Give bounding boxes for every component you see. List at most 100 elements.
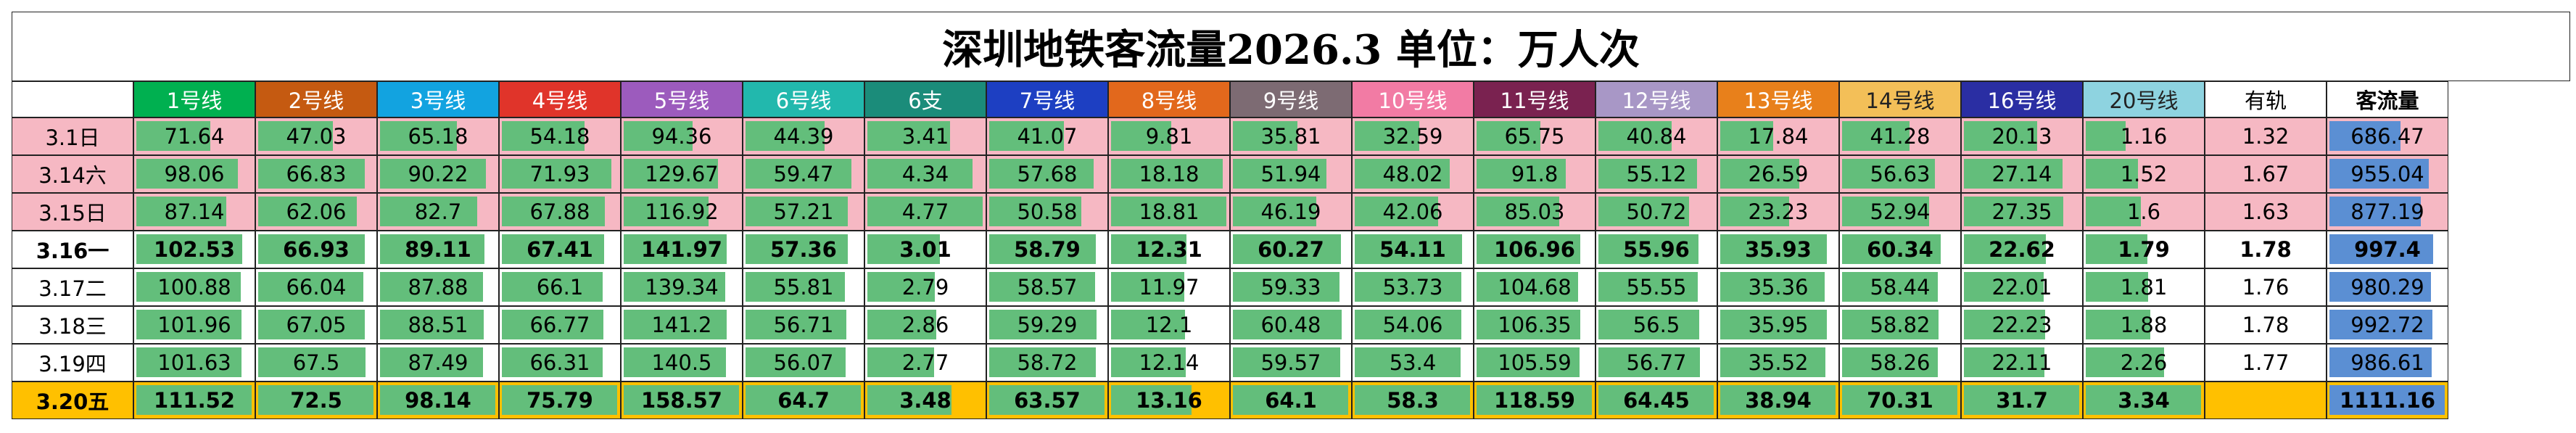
data-cell: 66.1 [499, 268, 621, 306]
cell-value: 3.41 [901, 124, 949, 149]
data-cell: 56.63 [1839, 155, 1961, 193]
data-cell: 13.16 [1108, 382, 1230, 419]
data-cell: 980.29 [2327, 268, 2448, 306]
data-bar [502, 234, 605, 264]
data-cell: 35.93 [1717, 231, 1839, 268]
header-cell [12, 81, 133, 117]
data-cell: 1.81 [2083, 268, 2205, 306]
cell-value: 44.39 [773, 124, 834, 149]
data-bar [1842, 121, 1910, 151]
data-bar [2329, 385, 2445, 415]
cell-value: 94.36 [651, 124, 712, 149]
cell-value: 26.59 [1748, 162, 1809, 186]
cell-value: 50.58 [1017, 199, 1078, 224]
cell-value: 88.51 [408, 313, 468, 337]
data-cell: 27.14 [1961, 155, 2083, 193]
data-bar [1720, 272, 1825, 302]
cell-value: 75.79 [527, 388, 593, 413]
data-bar [1233, 385, 1348, 415]
row-label: 3.14六 [38, 163, 107, 188]
data-bar [624, 234, 727, 264]
cell-value: 82.7 [414, 199, 462, 224]
cell-value: 50.72 [1626, 199, 1687, 224]
data-cell: 51.94 [1230, 155, 1352, 193]
data-bar [136, 310, 242, 339]
data-cell: 877.19 [2327, 193, 2448, 231]
data-cell: 75.79 [499, 382, 621, 419]
data-cell: 64.7 [743, 382, 864, 419]
column-header: 10号线 [1352, 81, 1474, 117]
cell-value: 1.79 [2118, 237, 2170, 262]
cell-value: 63.57 [1014, 388, 1081, 413]
data-bar [1233, 347, 1340, 377]
data-cell: 12.1 [1108, 306, 1230, 344]
data-bar [1111, 121, 1171, 151]
data-bar [380, 159, 487, 189]
data-cell: 60.48 [1230, 306, 1352, 344]
data-bar [1355, 385, 1470, 415]
data-cell: 58.44 [1839, 268, 1961, 306]
cell-value: 55.55 [1626, 275, 1687, 300]
data-bar [1477, 121, 1541, 151]
cell-value: 11.97 [1139, 275, 1200, 300]
data-bar [1233, 159, 1326, 189]
data-bar [258, 272, 363, 302]
data-cell: 26.59 [1717, 155, 1839, 193]
data-cell: 50.72 [1595, 193, 1717, 231]
data-bar [2329, 347, 2432, 377]
data-bar [989, 272, 1096, 302]
cell-value: 118.59 [1494, 388, 1575, 413]
data-cell: 62.06 [255, 193, 377, 231]
data-bar [1964, 159, 2063, 189]
data-bar [1355, 234, 1462, 264]
cell-value: 42.06 [1382, 199, 1443, 224]
cell-value: 992.72 [2350, 313, 2424, 337]
data-cell: 1111.16 [2327, 382, 2448, 419]
column-name: 3号线 [410, 88, 466, 113]
data-bar [989, 197, 1081, 226]
data-cell: 70.31 [1839, 382, 1961, 419]
data-cell: 55.96 [1595, 231, 1717, 268]
cell-value: 56.07 [773, 350, 834, 375]
data-bar [1477, 310, 1580, 339]
data-bar [624, 159, 719, 189]
data-cell: 54.06 [1352, 306, 1474, 344]
cell-value: 1.78 [2242, 313, 2290, 337]
cell-value: 55.12 [1626, 162, 1687, 186]
data-cell: 12.14 [1108, 344, 1230, 382]
cell-value: 66.93 [283, 237, 350, 262]
data-cell: 66.93 [255, 231, 377, 268]
data-cell: 139.34 [621, 268, 743, 306]
data-bar [624, 121, 693, 151]
data-bar [136, 347, 242, 377]
cell-value: 1.78 [2239, 237, 2292, 262]
cell-value: 35.93 [1745, 237, 1812, 262]
data-cell: 32.59 [1352, 117, 1474, 155]
row-label: 3.15日 [38, 201, 107, 226]
data-bar [746, 234, 848, 264]
cell-value: 27.35 [1991, 199, 2052, 224]
data-cell: 59.33 [1230, 268, 1352, 306]
cell-value: 17.84 [1748, 124, 1809, 149]
cell-value: 140.5 [651, 350, 712, 375]
data-cell: 63.57 [986, 382, 1108, 419]
row-label-cell: 3.1日 [12, 117, 133, 155]
data-bar [1598, 272, 1698, 302]
cell-value: 12.14 [1139, 350, 1200, 375]
data-cell: 11.97 [1108, 268, 1230, 306]
cell-value: 35.36 [1748, 275, 1809, 300]
data-cell: 67.88 [499, 193, 621, 231]
data-bar [989, 347, 1096, 377]
cell-value: 59.29 [1017, 313, 1078, 337]
data-bar [380, 347, 483, 377]
data-cell: 52.94 [1839, 193, 1961, 231]
data-cell: 1.88 [2083, 306, 2205, 344]
column-name: 12号线 [1622, 88, 1691, 113]
cell-value: 997.4 [2354, 237, 2421, 262]
column-name: 9号线 [1263, 88, 1319, 113]
data-bar [1233, 310, 1342, 339]
data-cell: 72.5 [255, 382, 377, 419]
data-cell: 98.14 [377, 382, 499, 419]
data-cell: 67.05 [255, 306, 377, 344]
row-label-cell: 3.16一 [12, 231, 133, 268]
